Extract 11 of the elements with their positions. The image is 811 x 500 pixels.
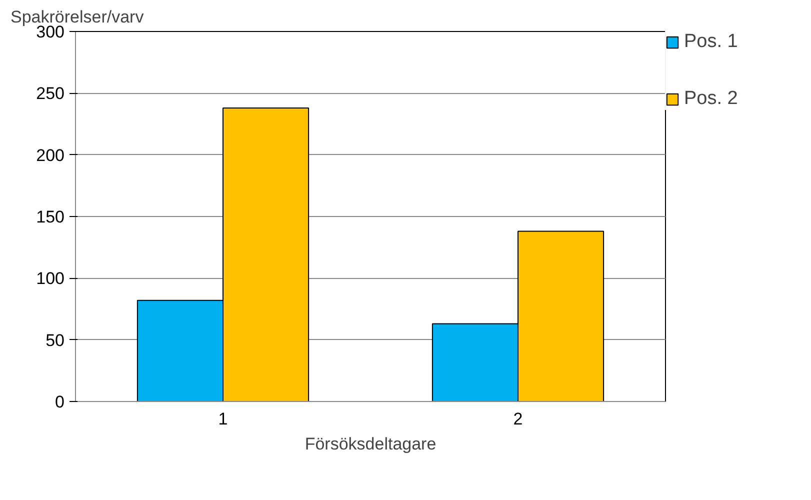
x-axis-title: Försöksdeltagare: [304, 434, 436, 454]
y-tick-label: 50: [46, 330, 65, 350]
y-tick-label: 200: [36, 146, 65, 165]
y-tick-label: 100: [36, 269, 65, 288]
x-tick-label: 2: [513, 410, 523, 428]
x-tick-label: 1: [218, 410, 228, 428]
y-tick-label: 0: [55, 392, 65, 412]
legend-label: Pos. 2: [684, 88, 738, 110]
y-tick-label: 150: [36, 208, 65, 226]
legend-label: Pos. 1: [684, 31, 738, 53]
y-tick-label: 250: [36, 84, 65, 104]
